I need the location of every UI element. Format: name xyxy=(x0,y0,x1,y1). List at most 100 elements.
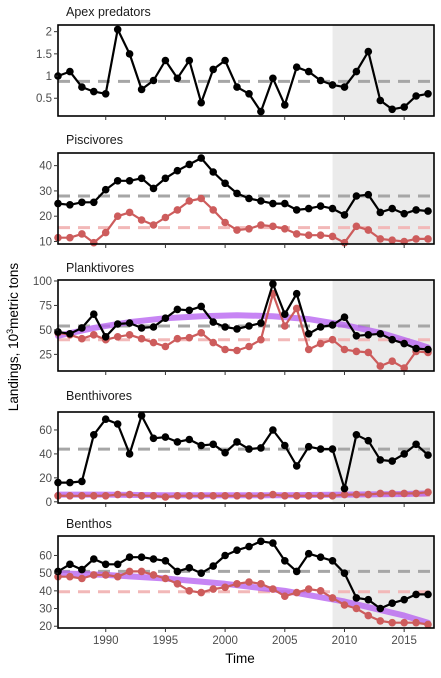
sub-point xyxy=(125,490,134,499)
sub-point xyxy=(197,194,205,203)
total-point xyxy=(137,324,146,332)
total-point xyxy=(101,415,110,424)
y-tick-label: 40 xyxy=(39,449,52,461)
sub-point xyxy=(281,592,289,600)
total-point xyxy=(316,76,325,85)
total-point xyxy=(209,440,217,449)
total-point xyxy=(400,209,409,218)
total-point xyxy=(173,438,182,446)
sub-point xyxy=(328,232,337,241)
sub-point xyxy=(197,588,205,597)
sub-point xyxy=(221,492,229,500)
total-point xyxy=(269,280,277,288)
sub-point xyxy=(173,492,182,500)
total-point xyxy=(364,331,373,339)
sub-point xyxy=(245,225,253,233)
total-point xyxy=(400,339,409,348)
y-tick-label: 75 xyxy=(39,300,52,312)
total-point xyxy=(173,567,182,576)
total-point xyxy=(101,560,110,569)
sub-point xyxy=(412,489,420,498)
total-point xyxy=(66,330,74,338)
total-point xyxy=(412,440,420,449)
sub-point xyxy=(185,333,194,342)
total-point xyxy=(221,56,229,65)
total-point xyxy=(90,198,98,207)
total-point xyxy=(197,154,205,162)
sub-point xyxy=(257,335,265,344)
panel-benthivores: Benthivores 0 20 40 60 xyxy=(39,389,435,509)
y-tick-label: 20 xyxy=(39,621,52,633)
sub-point xyxy=(66,492,74,500)
total-point xyxy=(233,546,241,554)
total-point xyxy=(66,67,74,76)
total-point xyxy=(269,539,277,547)
total-point xyxy=(78,565,86,574)
x-tick-label: 2000 xyxy=(212,635,238,647)
total-point xyxy=(173,305,182,314)
total-point xyxy=(149,76,158,85)
total-point xyxy=(340,313,349,322)
total-point xyxy=(424,345,432,354)
sub-point xyxy=(376,489,385,498)
sub-point xyxy=(352,490,361,499)
sub-point xyxy=(376,362,385,370)
sub-point xyxy=(424,620,432,629)
y-tick-label: 0.5 xyxy=(36,93,52,105)
sub-point xyxy=(400,364,409,372)
sub-point xyxy=(388,618,397,627)
sub-point xyxy=(257,492,265,500)
panel-planktivores: Planktivores 25 50 75 100 xyxy=(33,261,435,375)
total-point xyxy=(364,47,373,56)
total-point xyxy=(292,206,301,214)
total-point xyxy=(66,560,74,569)
total-point xyxy=(209,65,217,74)
sub-point xyxy=(281,225,289,233)
sub-point xyxy=(364,490,373,499)
total-point xyxy=(113,560,122,569)
total-point xyxy=(113,320,122,328)
sub-point xyxy=(209,338,217,347)
total-point xyxy=(388,335,397,344)
total-series-line xyxy=(57,28,429,113)
y-tick-label: 25 xyxy=(39,349,52,361)
panel-frame xyxy=(57,411,435,504)
total-point xyxy=(281,199,289,208)
sub-point xyxy=(292,304,301,313)
sub-point xyxy=(66,233,74,242)
total-point xyxy=(245,322,253,330)
sub-point xyxy=(137,492,146,500)
sub-point xyxy=(161,493,170,501)
total-point xyxy=(316,202,325,210)
total-point xyxy=(233,438,241,446)
total-point xyxy=(113,177,122,185)
sub-point xyxy=(125,331,134,339)
y-tick-label: 30 xyxy=(39,604,52,616)
sub-point xyxy=(400,489,409,498)
sub-point xyxy=(101,228,110,237)
sub-point xyxy=(292,588,301,597)
total-point xyxy=(101,185,110,194)
total-point xyxy=(197,302,205,311)
shaded-region xyxy=(332,412,434,503)
total-point xyxy=(328,321,337,329)
total-point xyxy=(125,177,134,185)
sub-point xyxy=(149,221,158,229)
sub-point xyxy=(185,492,194,500)
y-tick-label: 20 xyxy=(39,473,52,485)
sub-point xyxy=(78,334,86,343)
sub-point xyxy=(328,335,337,344)
x-axis-label: Time xyxy=(225,651,255,666)
total-point xyxy=(233,83,241,91)
sub-point xyxy=(376,617,385,625)
sub-point xyxy=(328,594,337,602)
total-point xyxy=(137,85,146,94)
y-tick-label: 2 xyxy=(46,27,52,39)
total-point xyxy=(364,595,373,604)
total-point xyxy=(78,477,86,486)
sub-point xyxy=(66,572,74,581)
total-point xyxy=(90,310,98,319)
total-point xyxy=(328,557,337,565)
total-point xyxy=(125,553,134,561)
sub-point xyxy=(161,213,170,222)
